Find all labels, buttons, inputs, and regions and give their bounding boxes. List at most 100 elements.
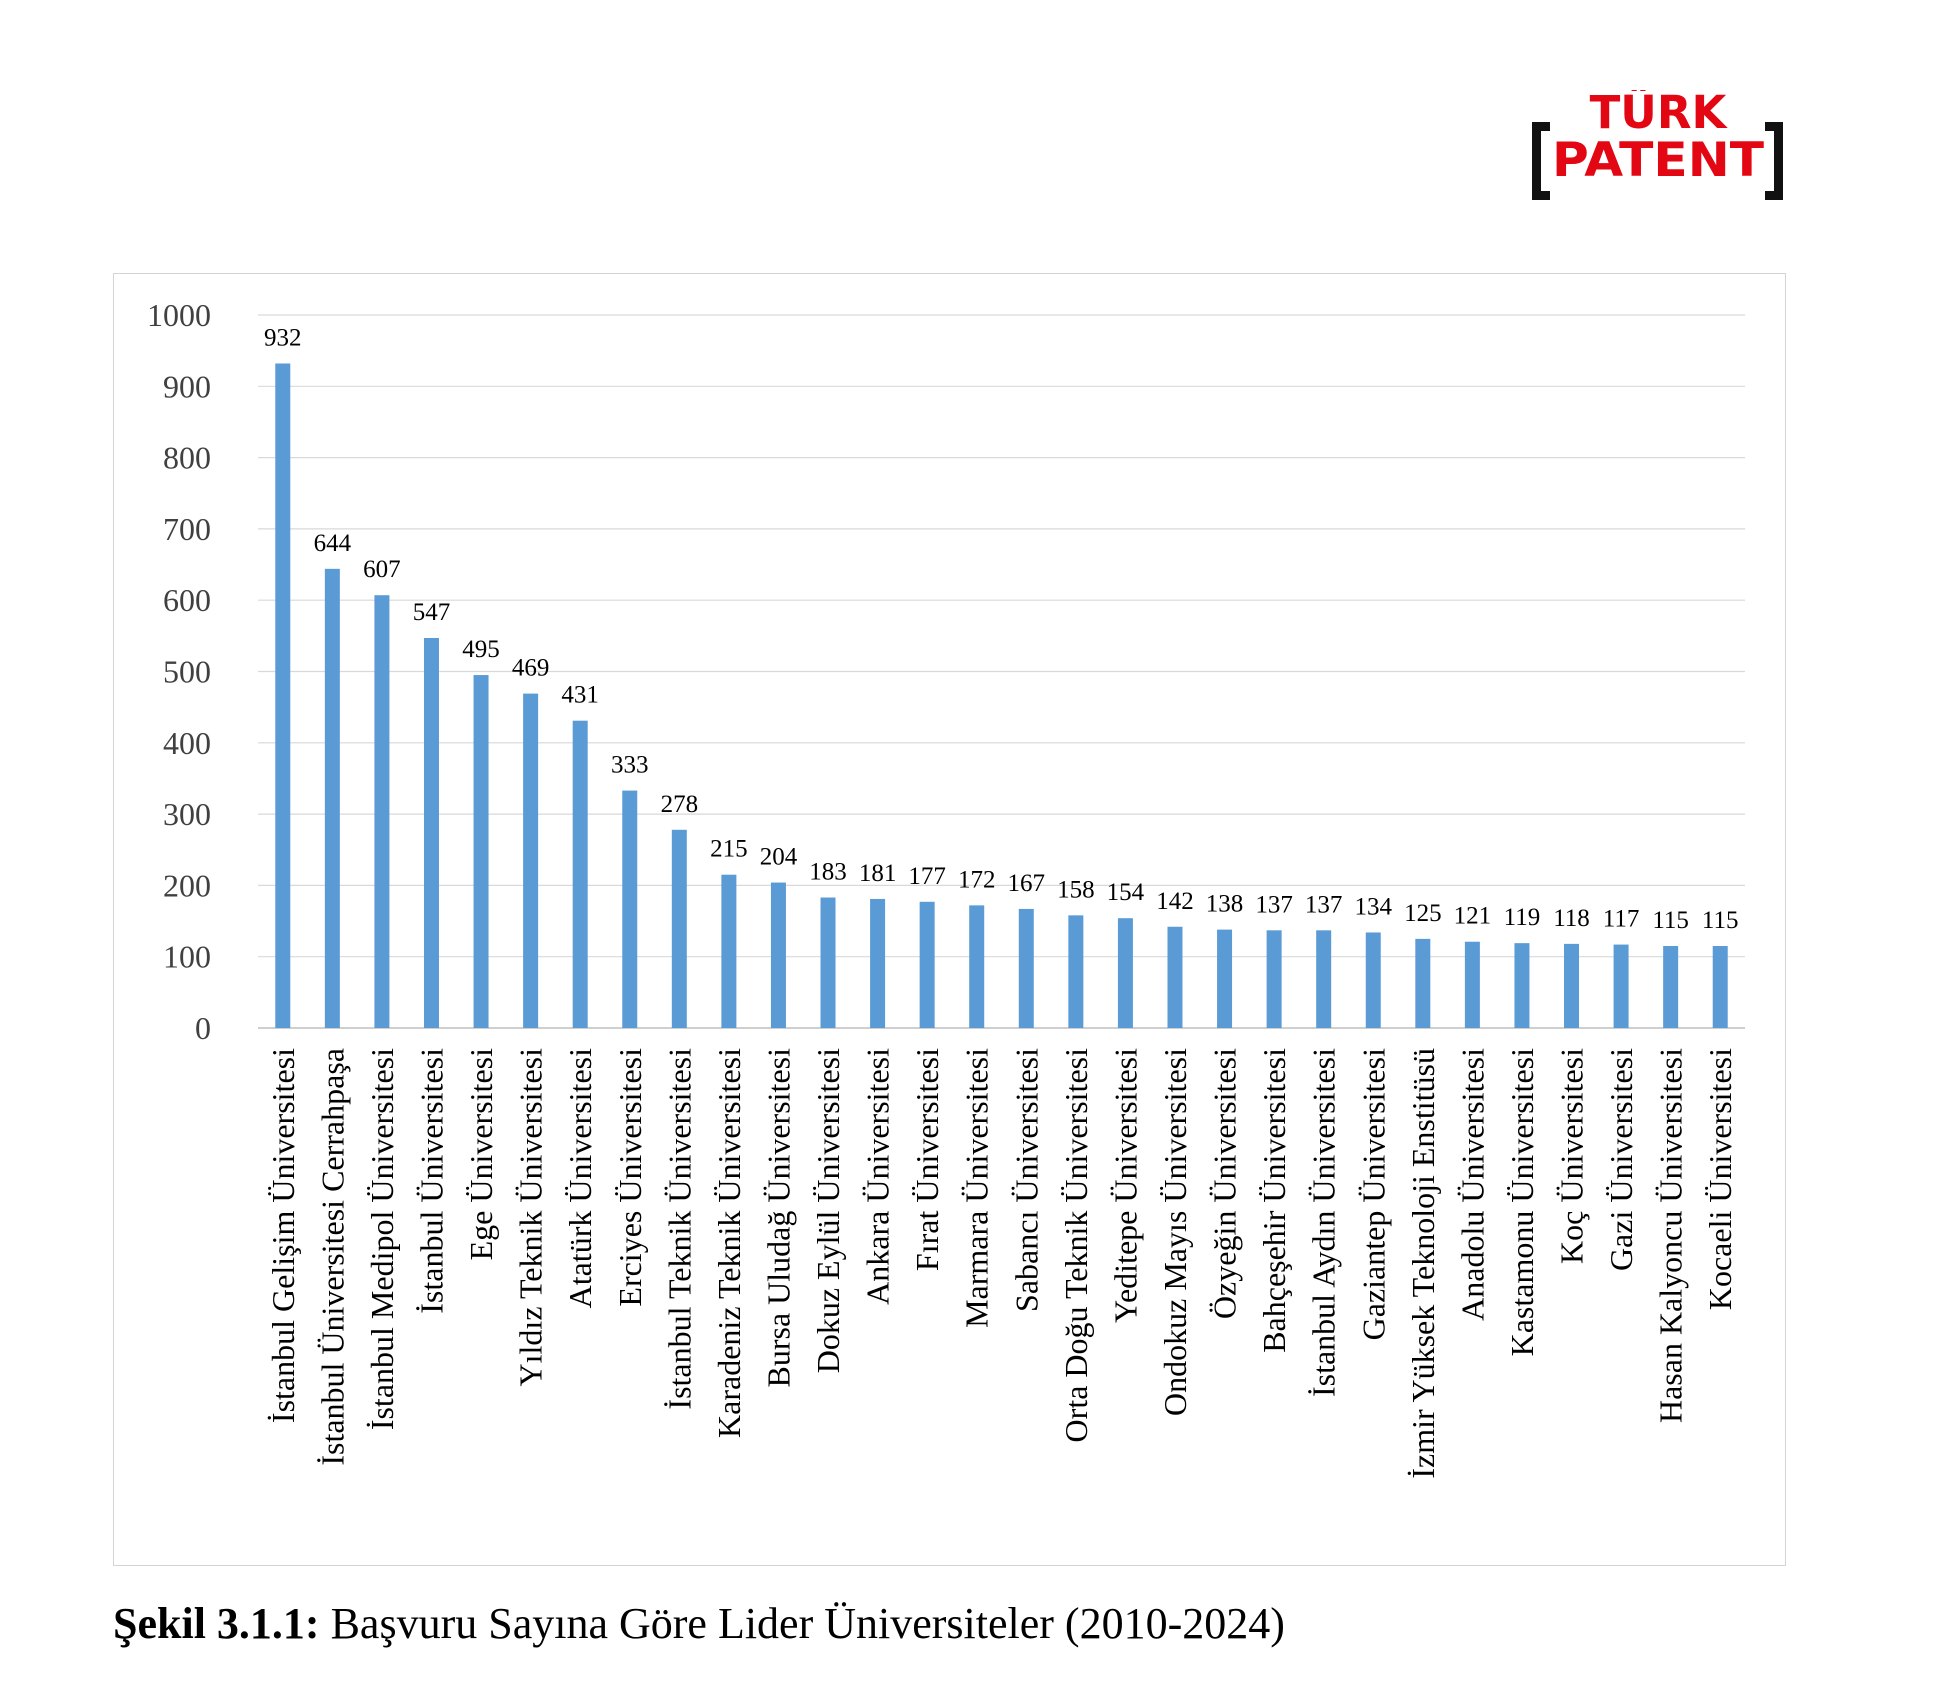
bar: [1564, 943, 1580, 1028]
bar: [1217, 929, 1233, 1028]
y-tick-label: 800: [163, 440, 211, 476]
y-tick-label: 600: [163, 582, 211, 618]
bar: [721, 874, 737, 1028]
x-tick-label: Kastamonu Üniversitesi: [1504, 1048, 1540, 1357]
data-label: 278: [661, 791, 699, 818]
bar: [374, 595, 390, 1028]
caption-text: Başvuru Sayına Göre Lider Üniversiteler …: [319, 1599, 1285, 1648]
logo-right-bracket: [1765, 122, 1783, 200]
data-label: 204: [760, 844, 798, 871]
data-label: 172: [958, 866, 996, 893]
data-label: 607: [363, 556, 401, 583]
bar: [1316, 930, 1332, 1028]
logo-text-turk: TÜRK: [1590, 90, 1729, 139]
x-tick-label: Yeditepe Üniversitesi: [1107, 1048, 1143, 1323]
bar: [1068, 915, 1084, 1028]
data-label: 134: [1355, 893, 1393, 920]
data-label: 469: [512, 655, 550, 682]
bar: [473, 675, 489, 1028]
x-tick-label: İstanbul Aydın Üniversitesi: [1306, 1048, 1342, 1397]
bar: [523, 693, 539, 1028]
chart-frame: [113, 273, 1786, 1566]
x-tick-label: Yıldız Teknik Üniversitesi: [513, 1048, 549, 1387]
x-tick-label: İzmir Yüksek Teknoloji Enstitüsü: [1405, 1048, 1441, 1479]
bar: [1365, 932, 1381, 1028]
x-tick-label: Ege Üniversitesi: [463, 1048, 499, 1261]
bar: [870, 898, 886, 1028]
data-label: 125: [1404, 900, 1442, 927]
x-tick-label: Ankara Üniversitesi: [860, 1048, 896, 1305]
x-tick-label: Anadolu Üniversitesi: [1454, 1048, 1490, 1321]
data-label: 118: [1553, 905, 1590, 932]
data-label: 181: [859, 860, 897, 887]
bar: [1167, 926, 1183, 1028]
data-label: 117: [1603, 906, 1640, 933]
x-tick-label: Kocaeli Üniversitesi: [1702, 1048, 1738, 1310]
y-tick-label: 100: [163, 939, 211, 975]
x-tick-label: Dokuz Eylül Üniversitesi: [810, 1048, 846, 1373]
bar: [622, 790, 638, 1028]
data-label: 137: [1255, 891, 1293, 918]
x-tick-label: Gazi Üniversitesi: [1603, 1048, 1639, 1271]
x-tick-label: Gaziantep Üniversitesi: [1355, 1048, 1391, 1340]
bar: [1117, 918, 1133, 1028]
logo-text-patent: PATENT: [1552, 133, 1764, 188]
x-tick-label: İstanbul Üniversitesi Cerrahpaşa: [314, 1048, 350, 1466]
bar: [919, 901, 935, 1028]
bar-chart: 0 100 200 300 400 500 600 700 800 900 1000 932 644 6…: [147, 297, 1745, 1479]
x-tick-label: Koç Üniversitesi: [1554, 1048, 1590, 1264]
data-label: 644: [314, 530, 352, 557]
data-label: 138: [1206, 891, 1244, 918]
data-label: 142: [1156, 888, 1194, 915]
y-tick-label: 300: [163, 796, 211, 832]
x-tick-label: Atatürk Üniversitesi: [562, 1048, 598, 1309]
bar: [969, 905, 985, 1028]
bar: [572, 720, 588, 1028]
bar: [324, 568, 340, 1028]
x-tick-label: Özyeğin Üniversitesi: [1207, 1048, 1243, 1319]
bar: [1663, 946, 1679, 1028]
x-tick-label: Karadeniz Teknik Üniversitesi: [711, 1048, 747, 1438]
x-tick-label: Fırat Üniversitesi: [909, 1048, 945, 1271]
data-label: 121: [1454, 903, 1492, 930]
bar: [1514, 943, 1530, 1028]
x-tick-label: İstanbul Medipol Üniversitesi: [364, 1048, 400, 1430]
bar: [423, 637, 439, 1028]
turk-patent-logo: TÜRK PATENT: [1532, 90, 1783, 200]
bar: [1464, 941, 1480, 1028]
data-label: 177: [908, 863, 946, 890]
data-label: 183: [809, 859, 847, 886]
data-label: 495: [462, 636, 500, 663]
data-label: 119: [1504, 904, 1541, 931]
x-tick-label: İstanbul Üniversitesi: [413, 1048, 449, 1314]
x-tick-label: Ondokuz Mayıs Üniversitesi: [1157, 1048, 1193, 1416]
data-label: 215: [710, 836, 748, 863]
y-tick-label: 500: [163, 654, 211, 690]
data-label: 333: [611, 752, 649, 779]
x-tick-label: Marmara Üniversitesi: [959, 1048, 995, 1328]
x-tick-label: Bursa Uludağ Üniversitesi: [760, 1048, 796, 1388]
bar: [820, 897, 836, 1028]
bar: [671, 829, 687, 1028]
data-label: 547: [413, 599, 451, 626]
x-tick-label: Bahçeşehir Üniversitesi: [1256, 1048, 1292, 1353]
data-label: 137: [1305, 891, 1343, 918]
bar: [275, 363, 291, 1028]
x-tick-label: İstanbul Teknik Üniversitesi: [661, 1048, 697, 1410]
data-label: 158: [1057, 876, 1095, 903]
bar: [1712, 946, 1728, 1028]
data-label: 154: [1107, 879, 1145, 906]
y-tick-label: 0: [195, 1010, 211, 1046]
y-tick-label: 900: [163, 368, 211, 404]
y-tick-label: 1000: [147, 297, 211, 333]
x-tick-label: Sabancı Üniversitesi: [1008, 1048, 1044, 1312]
x-tick-label: İstanbul Gelişim Üniversitesi: [265, 1048, 301, 1423]
data-label: 115: [1702, 907, 1739, 934]
caption-label: Şekil 3.1.1:: [113, 1599, 320, 1648]
y-tick-label: 400: [163, 725, 211, 761]
bar: [1613, 944, 1629, 1028]
x-tick-label: Erciyes Üniversitesi: [612, 1048, 648, 1307]
data-label: 167: [1008, 870, 1046, 897]
x-tick-label: Orta Doğu Teknik Üniversitesi: [1058, 1048, 1094, 1443]
figure-caption: Şekil 3.1.1: Başvuru Sayına Göre Lider Ü…: [113, 1598, 1285, 1649]
